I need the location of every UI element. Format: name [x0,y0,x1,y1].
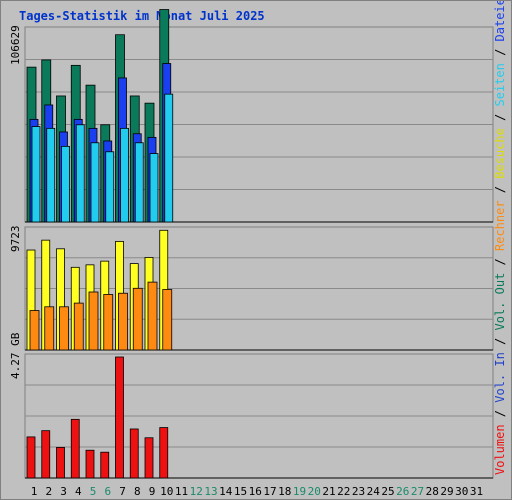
bar-rechner-day-7 [118,292,128,351]
x-tick-label: 20 [308,485,321,498]
bar-seiten-day-1 [31,126,41,223]
bar-volumen-day-5 [85,449,95,479]
x-tick-label: 3 [60,485,67,498]
bar-seiten-day-5 [90,142,100,223]
x-tick-label: 19 [293,485,306,498]
legend-separator: / [493,338,507,352]
panel-visits: 9723 [9,226,494,351]
x-tick-label: 27 [411,485,424,498]
x-axis-labels: 1 2 3 4 5 6 7 8 9 10 11 12 13 14 15 16 17 18 19 20 21 22 23 24 2… [31,485,483,498]
legend-separator: / [493,49,507,63]
x-tick-label: 30 [455,485,468,498]
bar-rechner-day-9 [147,281,158,351]
x-tick-label: 29 [440,485,453,498]
chart-title: Tages-Statistik im Monat Juli 2025 [19,9,265,23]
bar-seiten-day-2 [46,127,56,223]
legend-separator: / [493,114,507,128]
x-tick-label: 24 [367,485,381,498]
bar-volumen-day-6 [100,451,110,479]
bar-rechner-day-5 [88,291,99,351]
panel-volume: 4.27 GB [9,332,494,479]
ymax-label-requests: 106629 [9,25,22,65]
x-tick-label: 17 [263,485,276,498]
bar-volumen-day-9 [144,437,154,479]
x-tick-label: 10 [160,485,173,498]
bar-seiten-day-4 [75,124,85,223]
x-tick-label: 14 [219,485,233,498]
bar-volumen-day-7 [115,356,124,479]
x-tick-label: 21 [322,485,335,498]
x-tick-label: 6 [104,485,111,498]
bar-volumen-day-1 [26,436,36,479]
bar-volumen-day-8 [129,428,139,479]
bar-volumen-day-2 [41,430,51,479]
x-tick-label: 4 [75,485,82,498]
ymax-label-volume: 4.27 GB [9,332,22,379]
legend-item: Besuche [493,128,507,186]
x-tick-label: 11 [175,485,188,498]
x-tick-label: 26 [396,485,409,498]
bar-seiten-day-9 [149,153,159,223]
x-tick-label: 22 [337,485,350,498]
legend-item: Volumen [493,424,507,475]
ymax-label-visits: 9723 [9,226,22,253]
x-tick-label: 1 [31,485,38,498]
x-tick-label: 8 [134,485,141,498]
bar-volumen-day-3 [56,446,65,479]
x-tick-label: 5 [90,485,97,498]
bar-seiten-day-6 [105,151,115,223]
bar-rechner-day-2 [44,306,55,351]
x-tick-label: 16 [249,485,262,498]
x-tick-label: 31 [470,485,483,498]
bar-rechner-day-4 [73,302,84,351]
bar-seiten-day-3 [61,145,70,223]
x-tick-label: 12 [190,485,203,498]
legend-item: Vol. Out [493,273,507,338]
x-tick-label: 18 [278,485,291,498]
bar-rechner-day-1 [29,310,40,351]
legend-separator: / [493,410,507,424]
x-tick-label: 23 [352,485,365,498]
bar-seiten-day-8 [134,142,144,223]
chart-panels: 106629 9723 4.27 GB [9,9,494,479]
x-tick-label: 13 [204,485,217,498]
legend-separator: / [493,186,507,200]
x-tick-label: 28 [426,485,439,498]
x-tick-label: 7 [119,485,126,498]
bar-rechner-day-6 [103,294,114,351]
legend-item: Seiten [493,63,507,114]
x-tick-label: 25 [381,485,394,498]
x-tick-label: 15 [234,485,247,498]
x-tick-label: 9 [149,485,156,498]
right-legend: Volumen / Vol. In / Vol. Out / Rechner /… [493,1,507,475]
bar-rechner-day-3 [59,306,69,351]
legend-item: Dateien [493,1,507,49]
bar-rechner-day-8 [132,287,143,351]
bar-seiten-day-7 [120,127,129,223]
bar-volumen-day-4 [70,418,80,479]
bar-rechner-day-10 [162,289,173,351]
legend-item: Vol. In [493,352,507,410]
panel-requests: 106629 [9,9,494,223]
legend-item: Rechner [493,200,507,258]
bar-seiten-day-10 [164,93,174,223]
legend-separator: / [493,258,507,272]
bar-volumen-day-10 [159,427,169,479]
x-tick-label: 2 [45,485,52,498]
